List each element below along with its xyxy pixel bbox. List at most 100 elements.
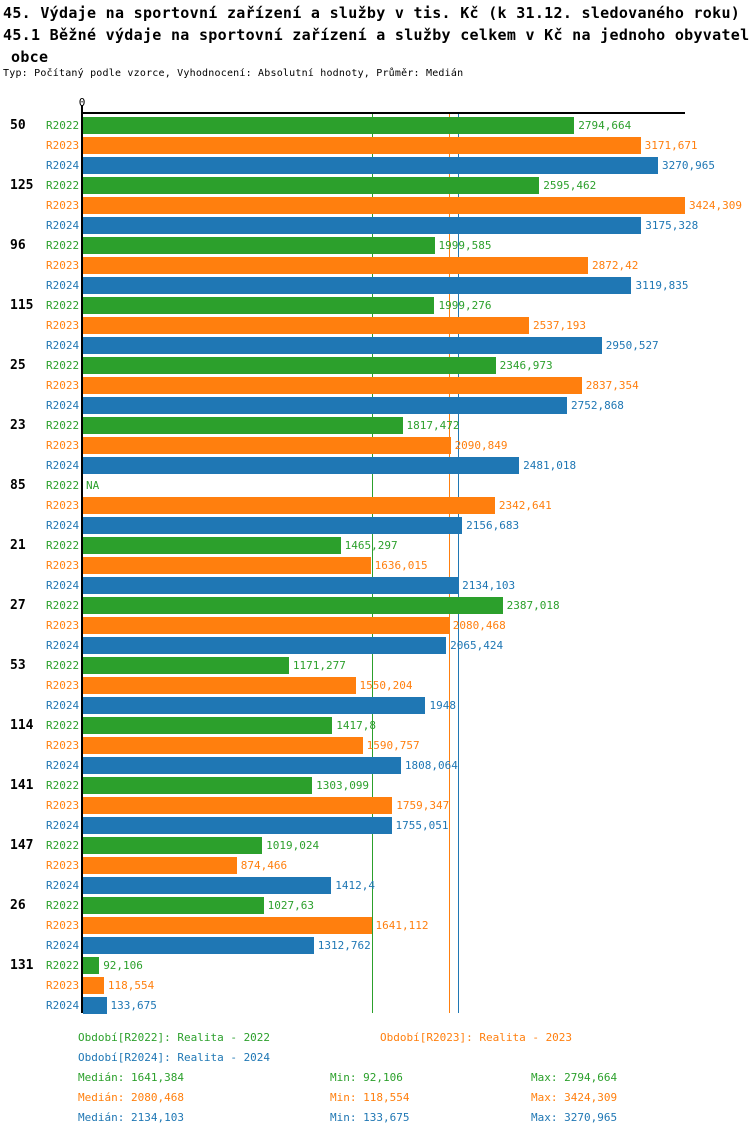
bar-r2022 [83,717,333,734]
bar-r2024 [83,757,401,774]
bar-value-label: 1417,8 [336,719,376,732]
bar-value-label: 2134,103 [462,579,516,592]
group-label: 147 [10,838,34,853]
bar-r2022 [83,837,263,854]
bar-r2022 [83,777,313,794]
group-label: 131 [10,958,34,973]
series-row-label: R2023 [46,139,80,152]
series-row-label: R2024 [46,699,80,712]
series-row-label: R2022 [46,659,80,672]
bar-r2022 [83,957,100,974]
bar-row: R2023 2537,193 [46,317,685,334]
bar-row: R2022 2387,018 [46,597,685,614]
bar-group: 115 R2022 1999,276 R2023 2537,193 R2024 2950,5… [10,294,685,354]
group-label: 25 [10,358,26,373]
bar-row: R2024 2752,868 [46,397,685,414]
series-row-label: R2023 [46,439,80,452]
bar-r2022 [83,897,264,914]
series-row-label: R2023 [46,199,80,212]
group-label: 23 [10,418,26,433]
bar-r2022 [83,297,435,314]
legend-max-r2024: Max: 3270,965 [531,1111,618,1124]
series-row-label: R2022 [46,299,80,312]
group-label: 26 [10,898,26,913]
series-row-label: R2024 [46,339,80,352]
bar-value-label: 2387,018 [506,599,560,612]
series-row-label: R2024 [46,999,80,1012]
bar-r2023 [83,137,641,154]
bar-row: R2022 1999,585 [46,237,685,254]
bar-group: 53 R2022 1171,277 R2023 1550,204 R2024 1948 [10,654,685,714]
bar-row: R2023 118,554 [46,977,685,994]
series-row-label: R2022 [46,239,80,252]
bar-row: R2022 2595,462 [46,177,685,194]
bar-row: R2023 874,466 [46,857,685,874]
group-label: 115 [10,298,34,313]
bar-r2022 [83,537,341,554]
bar-row: R2023 3171,671 [46,137,698,154]
bar-value-label: 2080,468 [452,619,506,632]
bar-value-label: 3175,328 [645,219,699,232]
bar-value-label: 874,466 [240,859,288,872]
bar-row: R2023 2837,354 [46,377,685,394]
chart-header: 45. Výdaje na sportovní zařízení a služb… [3,2,750,68]
bar-group: 25 R2022 2346,973 R2023 2837,354 R2024 2752,86… [10,354,685,414]
bar-value-label: 1755,051 [395,819,449,832]
bar-row: R2023 1641,112 [46,917,685,934]
bar-r2023 [83,917,372,934]
series-row-label: R2024 [46,219,80,232]
series-row-label: R2023 [46,919,80,932]
bar-row: R2022 NA [46,477,685,494]
bar-value-label: 2752,868 [570,399,624,412]
series-row-label: R2024 [46,639,80,652]
bar-row: R2022 1171,277 [46,657,685,674]
bar-r2022 [83,117,575,134]
bar-row: R2023 2342,641 [46,497,685,514]
bar-group: 125 R2022 2595,462 R2023 3424,309 R2024 3175,3… [10,174,742,234]
bar-r2023 [83,317,530,334]
group-label: 85 [10,478,26,493]
bar-value-label: 1171,277 [292,659,346,672]
chart-subtitle-line2: obce [11,48,49,66]
bar-value-label: 2794,664 [578,119,632,132]
bar-r2024 [83,157,659,174]
bar-r2023 [83,377,582,394]
series-row-label: R2022 [46,839,80,852]
bar-row: R2023 3424,309 [46,197,742,214]
bar-value-label: 133,675 [110,999,157,1012]
bar-value-label: 1303,099 [316,779,370,792]
series-row-label: R2023 [46,499,80,512]
bar-row: R2022 1027,63 [46,897,685,914]
bar-value-label: 1641,112 [375,919,429,932]
bar-r2023 [83,497,495,514]
group-label: 27 [10,598,26,613]
bar-row: R2023 1759,347 [46,797,685,814]
legend-max-r2023: Max: 3424,309 [531,1091,618,1104]
bar-value-label: 2090,849 [454,439,508,452]
bar-row: R2024 1755,051 [46,817,685,834]
bar-row: R2024 1312,762 [46,937,685,954]
bar-row: R2022 1999,276 [46,297,685,314]
bar-value-label: 1550,204 [359,679,413,692]
bar-value-label: NA [86,479,100,492]
bar-value-label: 1412,4 [335,879,376,892]
bar-group: 23 R2022 1817,472 R2023 2090,849 R2024 2481,01… [10,414,685,474]
legend-period-r2024: Období[R2024]: Realita - 2024 [78,1051,271,1064]
bar-value-label: 2342,641 [498,499,552,512]
bar-value-label: 1999,276 [438,299,492,312]
zero-tick-label: 0 [78,96,86,109]
bar-value-label: 2837,354 [585,379,639,392]
bar-r2022 [83,177,540,194]
bar-r2024 [83,877,332,894]
bar-value-label: 2156,683 [466,519,520,532]
series-row-label: R2023 [46,259,80,272]
group-label: 53 [10,658,26,673]
bar-r2023 [83,437,451,454]
bar-value-label: 1027,63 [267,899,315,912]
series-row-label: R2022 [46,599,80,612]
series-row-label: R2024 [46,279,80,292]
series-row-label: R2023 [46,799,80,812]
bar-value-label: 1019,024 [266,839,320,852]
series-row-label: R2023 [46,379,80,392]
bar-value-label: 2595,462 [543,179,597,192]
